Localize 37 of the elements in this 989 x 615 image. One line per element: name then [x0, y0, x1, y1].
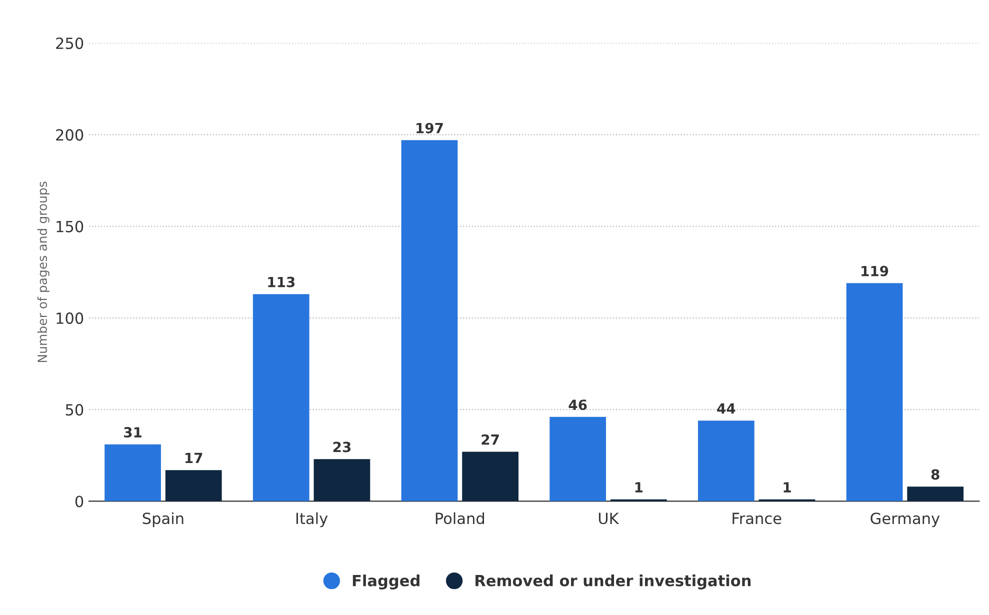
data-label: 31 — [124, 427, 142, 438]
bar — [252, 294, 310, 502]
bar — [401, 140, 458, 502]
x-tick-label: Spain — [142, 512, 184, 528]
x-tick-label: Poland — [436, 512, 484, 524]
x-tick-label: Italy — [296, 512, 328, 528]
bar — [846, 283, 903, 502]
bar — [907, 486, 964, 502]
y-tick-label: 250 — [56, 38, 84, 50]
x-tick-label: France — [732, 512, 782, 524]
data-label: 44 — [717, 403, 736, 414]
legend-label: Removed or under investigation — [476, 574, 751, 590]
y-tick-label: 0 — [75, 496, 84, 508]
bar — [165, 470, 222, 502]
bar — [314, 459, 370, 502]
data-label: 119 — [862, 266, 888, 276]
y-tick-label: 100 — [56, 312, 84, 324]
y-tick-label: 150 — [56, 220, 84, 232]
x-tick-label: Germany — [870, 512, 940, 528]
data-label: 23 — [333, 442, 351, 452]
bar — [462, 452, 518, 502]
bar — [104, 444, 161, 502]
legend-label: Flagged — [352, 574, 420, 590]
bar — [550, 416, 606, 502]
y-tick-label: 200 — [56, 129, 84, 141]
data-label: 1 — [635, 482, 643, 492]
y-axis-title: Number of pages and groups — [37, 182, 50, 362]
data-label: 27 — [482, 434, 499, 445]
data-label: 17 — [186, 452, 202, 464]
data-label: 46 — [568, 400, 587, 410]
data-label: 113 — [268, 276, 295, 288]
data-label: 197 — [416, 122, 443, 134]
x-tick-label: UK — [598, 512, 620, 524]
y-tick-label: 50 — [66, 404, 84, 416]
bar — [698, 420, 754, 502]
data-label: 8 — [931, 469, 940, 480]
data-label: 1 — [784, 482, 791, 492]
